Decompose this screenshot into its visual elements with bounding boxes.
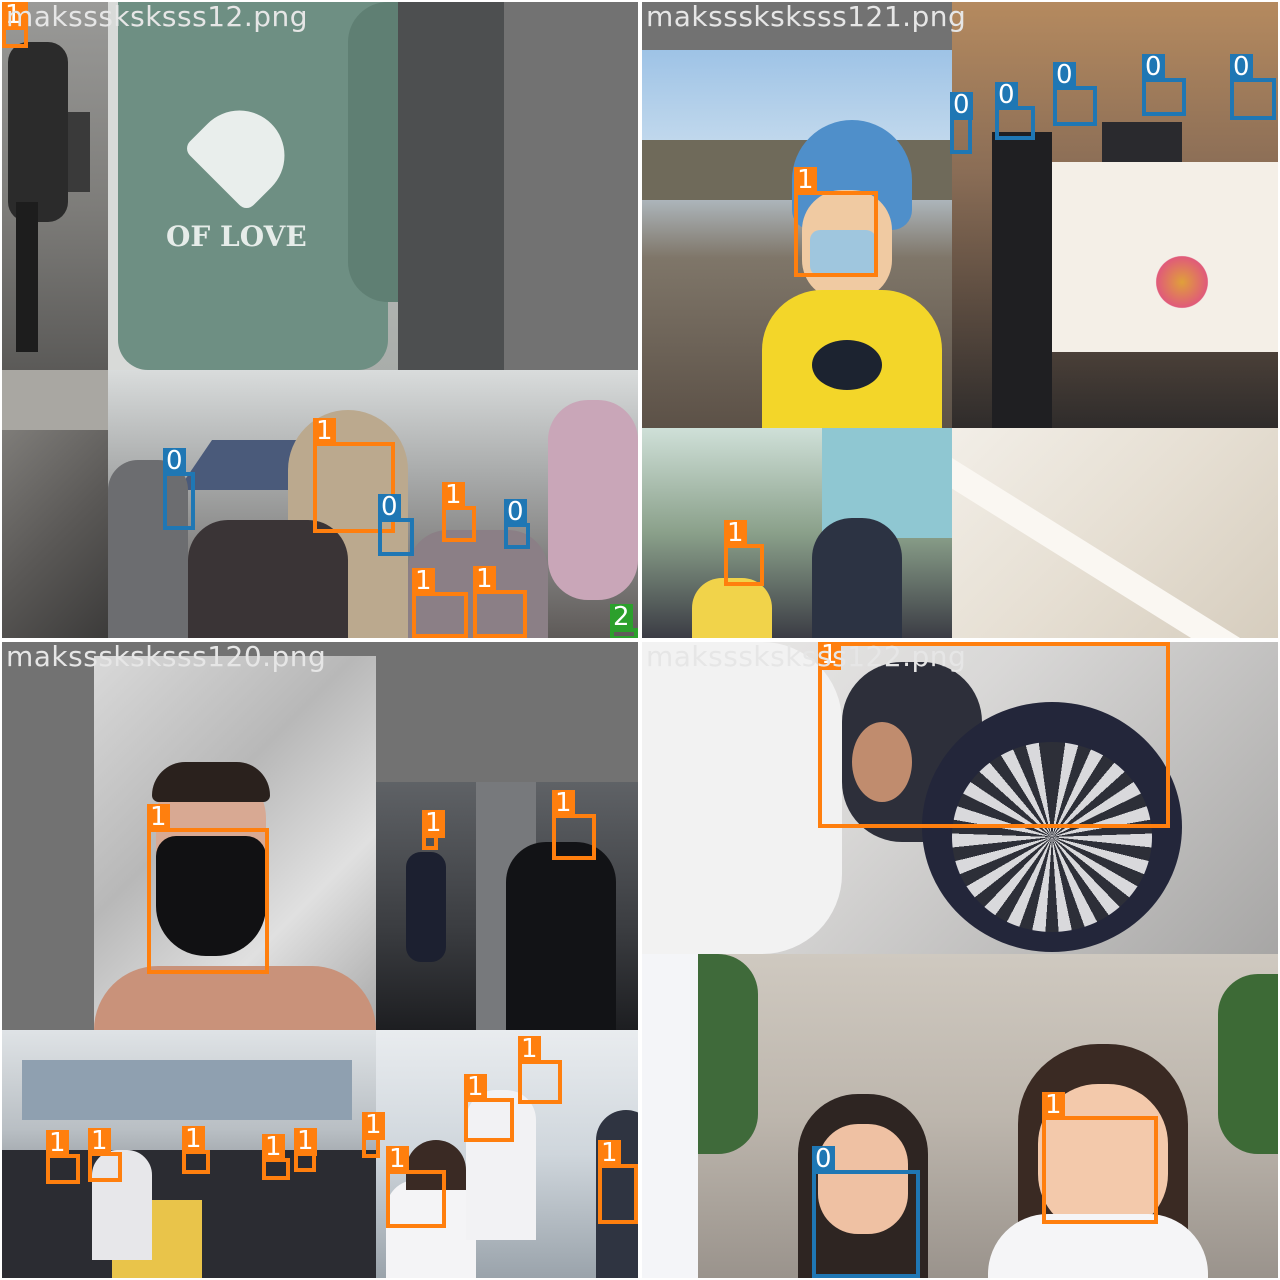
class-label: 1 [88, 1128, 111, 1156]
photo-office-street [642, 428, 952, 638]
detection-box: 1 [518, 1036, 562, 1104]
class-label: 0 [378, 494, 401, 522]
detection-box: 1 [294, 1128, 317, 1172]
detection-box: 1 [552, 790, 596, 860]
photo-street-backpack [2, 2, 108, 370]
detection-box: 0 [1230, 54, 1276, 120]
class-label: 2 [610, 604, 633, 632]
class-label: 1 [2, 2, 25, 30]
detection-box: 0 [995, 82, 1035, 140]
class-label: 1 [598, 1140, 621, 1168]
photo-market-crowd [108, 370, 638, 638]
padding-gray [642, 2, 952, 50]
class-label: 1 [386, 1146, 409, 1174]
class-label: 0 [163, 448, 186, 476]
class-label: 1 [724, 520, 747, 548]
detection-box: 1 [313, 418, 395, 533]
class-label: 0 [1230, 54, 1253, 82]
class-label: 1 [818, 642, 841, 670]
photo-schoolchildren [376, 1030, 638, 1278]
detection-box: 1 [818, 642, 1170, 828]
detection-box: 1 [473, 566, 527, 638]
class-label: 0 [950, 92, 973, 120]
class-label: 1 [412, 568, 435, 596]
filename-label: maksssksksss121.png [646, 2, 967, 33]
class-label: 1 [464, 1074, 487, 1102]
class-label: 0 [995, 82, 1018, 110]
class-label: 1 [442, 482, 465, 510]
photo-respirator [642, 642, 1278, 954]
detection-box: 1 [422, 810, 445, 850]
detection-box: 1 [442, 482, 476, 542]
photo-award-ceremony [952, 2, 1278, 428]
padding-gray [504, 2, 638, 370]
detection-box: 0 [163, 448, 195, 530]
detection-box: 1 [598, 1140, 638, 1224]
photo-ceiling [952, 428, 1278, 638]
class-label: 1 [313, 418, 336, 446]
class-label: 1 [1042, 1092, 1065, 1120]
class-label: 0 [812, 1146, 835, 1174]
detection-box: 1 [182, 1126, 210, 1174]
detection-box: 1 [1042, 1092, 1158, 1224]
class-label: 1 [362, 1112, 385, 1140]
detection-box: 0 [378, 494, 414, 556]
photo-man-black-mask [94, 656, 376, 1030]
detection-box: 1 [464, 1074, 514, 1142]
detection-box: 1 [147, 804, 269, 974]
photo-wall-corner [2, 370, 108, 638]
mosaic-tile-1: OF LOVE maksssksksss12.png 1 0 1 0 1 0 1… [2, 2, 638, 638]
class-label: 1 [473, 566, 496, 594]
class-label: 1 [518, 1036, 541, 1064]
class-label: 1 [262, 1134, 285, 1162]
detection-box: 1 [262, 1134, 290, 1180]
detection-box: 1 [362, 1112, 385, 1158]
detection-box: 1 [46, 1130, 80, 1184]
class-label: 1 [294, 1128, 317, 1156]
photo-subway-station [376, 782, 638, 1030]
filename-label: maksssksksss122.png [646, 642, 967, 673]
class-label: 1 [422, 810, 445, 838]
detection-box: 1 [794, 167, 878, 277]
mosaic-tile-2: maksssksksss121.png 0 0 0 0 0 1 1 [642, 2, 1278, 638]
class-label: 0 [1053, 62, 1076, 90]
class-label: 1 [794, 167, 817, 195]
detection-box: 1 [2, 2, 28, 48]
mosaic-tile-3: maksssksksss120.png 1 1 1 1 1 1 1 1 1 1 … [2, 642, 638, 1278]
class-label: 1 [552, 790, 575, 818]
detection-box: 0 [1142, 54, 1186, 116]
detection-box: 1 [88, 1128, 122, 1182]
detection-box: 0 [950, 92, 973, 154]
detection-box: 0 [1053, 62, 1097, 126]
detection-box: 2 [610, 604, 638, 638]
detection-box: 0 [504, 499, 530, 549]
filename-label: maksssksksss120.png [6, 642, 327, 673]
detection-box: 1 [724, 520, 764, 586]
detection-box: 1 [412, 568, 468, 638]
mosaic-tile-4: maksssksksss122.png 1 0 1 [642, 642, 1278, 1278]
class-label: 1 [147, 804, 170, 832]
class-label: 1 [46, 1130, 69, 1158]
detection-box: 0 [812, 1146, 920, 1278]
detection-box: 1 [386, 1146, 446, 1228]
class-label: 1 [182, 1126, 205, 1154]
class-label: 0 [504, 499, 527, 527]
photo-crowd-women [698, 954, 1278, 1278]
filename-label: maksssksksss12.png [6, 2, 309, 33]
photo-green-sweater: OF LOVE [108, 2, 504, 370]
class-label: 0 [1142, 54, 1165, 82]
